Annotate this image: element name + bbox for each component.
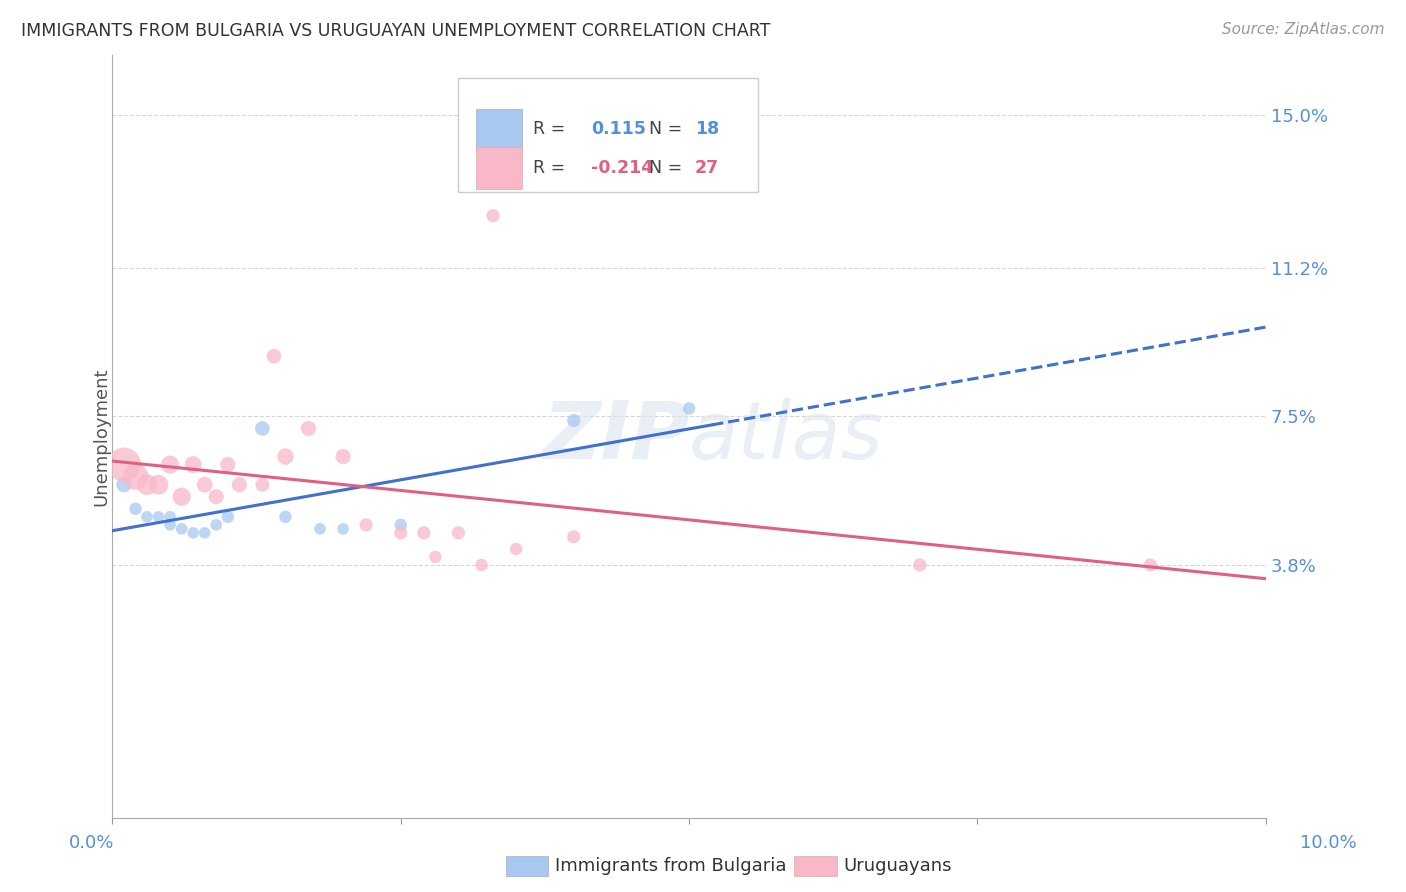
Point (217, 509, 239, 524)
Text: R =: R = (533, 159, 565, 177)
Point (228, 477, 250, 491)
Text: ZIP: ZIP (541, 398, 689, 475)
Point (217, 458, 239, 472)
Point (181, 458, 204, 472)
Text: Immigrants from Bulgaria: Immigrants from Bulgaria (555, 857, 787, 875)
Point (159, 509, 181, 524)
Point (1139, 558, 1161, 572)
Text: IMMIGRANTS FROM BULGARIA VS URUGUAYAN UNEMPLOYMENT CORRELATION CHART: IMMIGRANTS FROM BULGARIA VS URUGUAYAN UN… (21, 22, 770, 40)
Point (263, 349, 285, 363)
Point (447, 525, 470, 540)
Point (112, 477, 135, 491)
Text: 10.0%: 10.0% (1301, 834, 1357, 852)
Point (332, 450, 354, 464)
Point (148, 509, 170, 524)
Point (354, 517, 377, 532)
Bar (475, 146, 522, 188)
Point (482, 209, 505, 223)
Text: R =: R = (533, 120, 565, 138)
Text: 0.0%: 0.0% (69, 834, 114, 852)
Point (181, 525, 204, 540)
Text: Source: ZipAtlas.com: Source: ZipAtlas.com (1222, 22, 1385, 37)
Point (678, 401, 700, 416)
Point (252, 421, 274, 435)
Point (159, 517, 181, 532)
Text: atlas: atlas (689, 398, 884, 475)
Point (159, 458, 181, 472)
Point (170, 522, 193, 536)
Y-axis label: Unemployment: Unemployment (93, 368, 110, 506)
Point (908, 558, 931, 572)
Point (194, 477, 217, 491)
Point (562, 530, 585, 544)
Point (170, 490, 193, 504)
Text: 27: 27 (695, 159, 718, 177)
Text: 0.115: 0.115 (591, 120, 647, 138)
Point (309, 522, 332, 536)
Text: 18: 18 (695, 120, 718, 138)
Text: N =: N = (648, 159, 688, 177)
Point (205, 490, 228, 504)
Point (136, 509, 159, 524)
Point (470, 558, 492, 572)
Point (194, 525, 217, 540)
Text: -0.214: -0.214 (591, 159, 654, 177)
Point (124, 501, 146, 516)
Point (112, 458, 135, 472)
Point (148, 477, 170, 491)
Point (274, 509, 297, 524)
Point (136, 477, 159, 491)
Point (412, 525, 434, 540)
Point (389, 525, 412, 540)
Point (505, 541, 527, 556)
FancyBboxPatch shape (458, 78, 758, 193)
Point (252, 477, 274, 491)
Point (332, 522, 354, 536)
Point (297, 421, 319, 435)
Text: Uruguayans: Uruguayans (844, 857, 952, 875)
Point (205, 517, 228, 532)
Point (389, 517, 412, 532)
Point (274, 450, 297, 464)
Point (124, 469, 146, 483)
Point (425, 549, 447, 564)
Point (562, 413, 585, 427)
Text: N =: N = (648, 120, 688, 138)
Bar (475, 109, 522, 151)
